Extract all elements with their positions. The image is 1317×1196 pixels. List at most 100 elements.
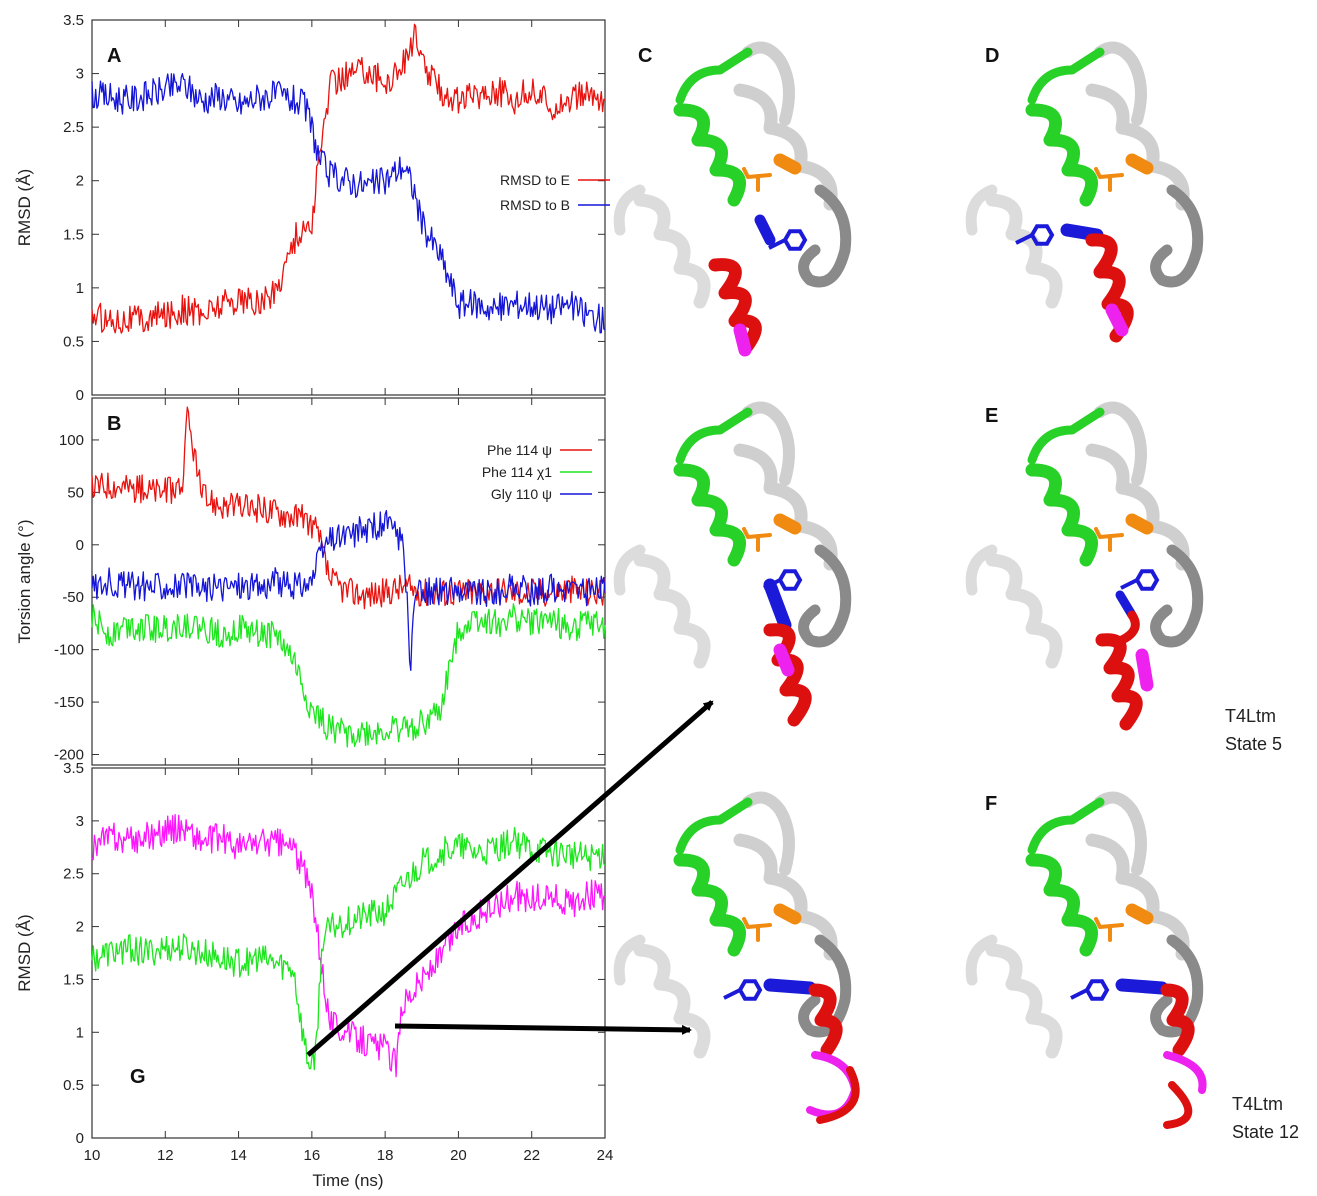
arrow-to-structure-f [394, 1023, 692, 1035]
red-loop [1117, 610, 1140, 645]
x-tick-label: 16 [304, 1147, 321, 1164]
y-tick-label: 0 [76, 1130, 84, 1147]
green-loop [1027, 797, 1105, 855]
y-axis-title: Torsion angle (°) [15, 520, 34, 644]
y-tick-label: 0.5 [63, 1077, 84, 1094]
phe-side-chain [1015, 224, 1055, 246]
helix-segment [673, 463, 746, 567]
orange-side-chain [1094, 527, 1124, 552]
helix-segment [633, 553, 711, 669]
y-tick-label: 1 [76, 280, 84, 297]
chart-panel-a: 0 0.5 1 1.5 2 2.5 3 3.5 RMSD (Å) A RMSD to E RMSD t… [15, 12, 610, 404]
panel-label-f: F [985, 793, 997, 815]
y-tick-label: 1.5 [63, 226, 84, 243]
helix-segment [633, 193, 711, 309]
y-tick-label: 3.5 [63, 12, 84, 29]
y-tick-label: -50 [62, 589, 84, 606]
magenta-loop [1163, 1051, 1207, 1094]
red-loop [1163, 1081, 1193, 1129]
helix-segment [1085, 233, 1134, 343]
helix-segment [673, 853, 746, 957]
legend-label: RMSD to E [500, 172, 570, 188]
phe-side-chain [1120, 569, 1160, 591]
protein-ribbon-f [965, 791, 1207, 1129]
helix-segment [733, 443, 838, 571]
panel-label-a: A [107, 45, 121, 67]
helix-segment [1094, 401, 1147, 486]
orange-side-chain [742, 167, 772, 192]
x-tick-label: 10 [84, 1147, 101, 1164]
blue-segment [763, 978, 817, 995]
helix-segment [985, 193, 1063, 309]
helix-segment [1095, 633, 1143, 731]
x-tick-label: 24 [597, 1147, 614, 1164]
x-tick-label: 20 [450, 1147, 467, 1164]
helix-segment [742, 401, 795, 486]
y-tick-label: 50 [67, 484, 84, 501]
magenta-segment [773, 643, 795, 677]
orange-segment [773, 903, 802, 925]
plot-frame-a [91, 19, 606, 396]
blue-segment [1115, 978, 1169, 995]
helix-segment [1025, 463, 1098, 567]
panel-label-d: D [985, 45, 999, 67]
caption-e-line1: T4Ltm [1225, 706, 1276, 726]
loop-segment [1150, 544, 1204, 648]
helix-segment [1160, 983, 1195, 1057]
helix-segment [985, 553, 1063, 669]
protein-ribbon-c [613, 41, 852, 357]
green-loop [1027, 407, 1105, 465]
y-axis-title: RMSD (Å) [15, 914, 34, 991]
helix-segment [1094, 41, 1147, 126]
y-axis-title: RMSD (Å) [15, 169, 34, 246]
y-tick-label: 1.5 [63, 971, 84, 988]
legend-label: Phe 114 χ1 [482, 464, 552, 480]
x-tick-label: 14 [230, 1147, 247, 1164]
y-tick-label: 0 [76, 537, 84, 554]
caption-f-line1: T4Ltm [1232, 1094, 1283, 1114]
phe-side-chain [768, 229, 808, 251]
loop-segment [798, 544, 852, 648]
series-line-red [91, 406, 606, 610]
helix-segment [708, 258, 762, 356]
orange-segment [1125, 903, 1154, 925]
y-tick-label: 1 [76, 1024, 84, 1041]
helix-segment [763, 623, 812, 727]
y-tick-label: 0 [76, 387, 84, 404]
magenta-segment [1135, 648, 1154, 692]
orange-segment [1125, 513, 1154, 535]
loop-segment [1150, 184, 1204, 288]
orange-side-chain [1094, 167, 1124, 192]
panel-label-e: E [985, 405, 998, 427]
blue-segment [754, 214, 776, 246]
series-line-green [91, 826, 606, 1071]
x-tick-label: 18 [377, 1147, 394, 1164]
loop-segment [798, 184, 852, 288]
y-tick-label: 2.5 [63, 866, 84, 883]
y-tick-label: -200 [54, 747, 84, 764]
magenta-segment [1105, 303, 1129, 337]
helix-segment [1085, 833, 1190, 961]
phe-side-chain [1070, 979, 1110, 1001]
protein-ribbon-e [965, 401, 1204, 731]
y-tick-label: 3 [76, 66, 84, 83]
helix-segment [673, 103, 746, 207]
helix-segment [613, 544, 646, 596]
helix-segment [1025, 103, 1098, 207]
orange-segment [1125, 153, 1154, 175]
green-loop [675, 797, 753, 855]
helix-segment [808, 983, 843, 1057]
y-tick-label: -150 [54, 694, 84, 711]
red-loop [816, 1066, 860, 1124]
arrow-to-structure-e [306, 700, 714, 1057]
green-loop [675, 407, 753, 465]
phe-side-chain [723, 979, 763, 1001]
helix-segment [733, 833, 838, 961]
blue-segment [763, 578, 792, 632]
chart-panel-b: -200 -150 -100 -50 0 50 100 Torsion angle (°) B P… [15, 397, 606, 766]
panel-label-c: C [638, 45, 652, 67]
series-line-red [91, 23, 606, 334]
helix-segment [965, 934, 998, 986]
y-tick-label: 3 [76, 813, 84, 830]
